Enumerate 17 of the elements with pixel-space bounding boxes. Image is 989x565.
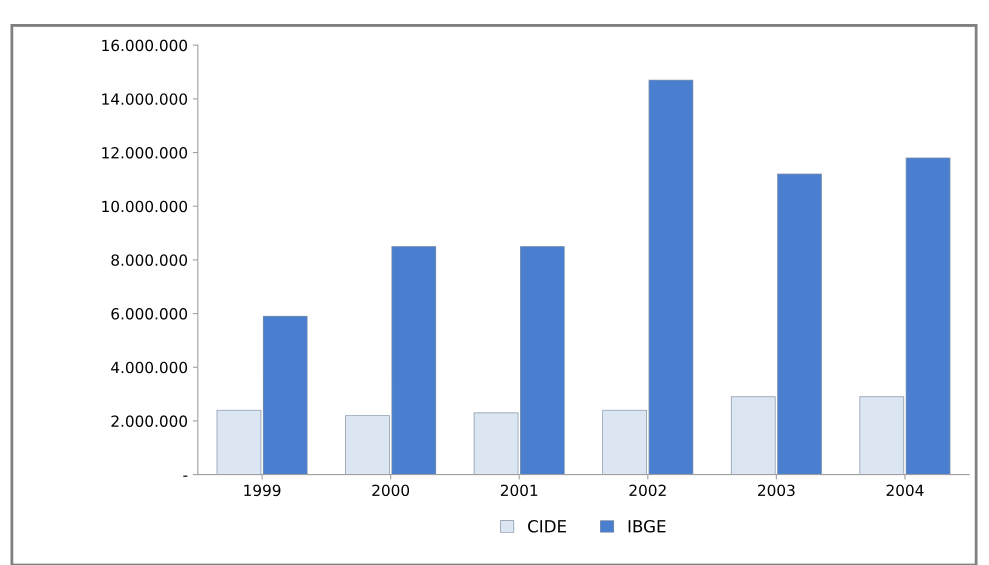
legend-label: IBGE — [628, 520, 666, 533]
y-tick-label: 14.000.000 — [102, 93, 188, 105]
y-tick-label: 10.000.000 — [102, 200, 188, 212]
x-tick-label: 1999 — [244, 484, 280, 496]
y-tick-label: 6.000.000 — [111, 308, 188, 320]
y-tick-label: - — [183, 476, 188, 477]
y-tick-label: 16.000.000 — [102, 40, 188, 52]
x-tick-label: 2002 — [629, 484, 666, 496]
x-tick-label: 2004 — [886, 484, 924, 496]
x-tick-label: 2000 — [372, 484, 410, 496]
y-tick-label: 8.000.000 — [111, 254, 188, 266]
x-tick-label: 2003 — [758, 484, 795, 496]
y-tick-label: 12.000.000 — [102, 147, 188, 159]
y-tick-label: 4.000.000 — [111, 362, 188, 374]
y-tick-label: 2.000.000 — [111, 415, 188, 427]
x-tick-label: 2001 — [500, 484, 538, 496]
legend-label: CIDE — [528, 520, 566, 533]
